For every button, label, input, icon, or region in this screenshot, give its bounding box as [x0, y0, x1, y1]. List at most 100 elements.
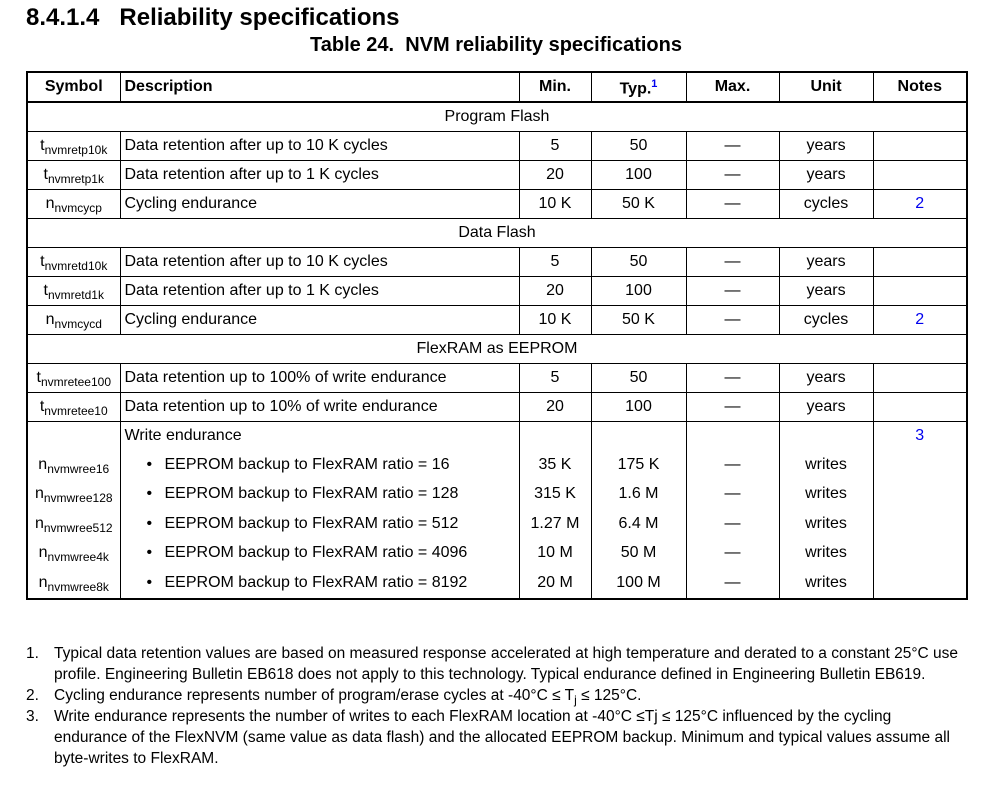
footnote-ref[interactable]: 1	[651, 78, 658, 91]
symbol-cell: nnvmwree512	[26, 509, 121, 539]
symbol-cell: nnvmwree4k	[26, 538, 121, 568]
footnote: 1. Typical data retention values are base…	[26, 645, 959, 683]
unit-cell: years	[778, 276, 874, 306]
bullet-text: EEPROM backup to FlexRAM ratio = 512	[164, 514, 459, 532]
max-cell: —	[685, 247, 780, 277]
table-row: tnvmretp10k Data retention after up to 10…	[26, 131, 968, 161]
table-row: nnvmwree512 • EEPROM backup to FlexRAM rat…	[26, 509, 968, 539]
description-cell: Data retention after up to 1 K cycles	[119, 160, 520, 190]
min-cell: 20	[518, 392, 592, 422]
notes-cell	[872, 568, 968, 600]
max-cell: —	[685, 568, 780, 600]
bullet: •	[146, 544, 153, 562]
col-unit: Unit	[778, 71, 874, 103]
unit-cell: cycles	[778, 189, 874, 219]
symbol-subscript: nvmretp1k	[47, 172, 104, 186]
symbol-base: n	[38, 455, 48, 473]
unit-cell: writes	[778, 479, 874, 509]
typ-cell: 100	[590, 160, 687, 190]
max-cell: —	[685, 479, 780, 509]
symbol-cell: tnvmretd1k	[26, 276, 121, 306]
col-symbol: Symbol	[26, 71, 121, 103]
bullet: •	[146, 573, 153, 591]
symbol-cell	[26, 421, 121, 450]
symbol-subscript: nvmwree16	[47, 461, 110, 476]
symbol-subscript: nvmretp10k	[44, 143, 108, 157]
symbol-base: n	[34, 485, 44, 503]
typ-cell: 50 K	[590, 189, 687, 219]
description-cell: Cycling endurance	[119, 189, 520, 219]
description-cell: • EEPROM backup to FlexRAM ratio = 8192	[119, 568, 520, 600]
typ-cell: 50	[590, 363, 687, 393]
bullet-text: EEPROM backup to FlexRAM ratio = 4096	[164, 544, 468, 562]
bullet: •	[146, 455, 153, 473]
min-cell: 5	[518, 363, 592, 393]
notes-cell[interactable]: 2	[872, 189, 968, 219]
symbol-base: t	[40, 253, 45, 270]
typ-cell: 1.6 M	[590, 479, 687, 509]
notes-cell	[872, 450, 968, 480]
table-row: nnvmcycp Cycling endurance 10 K 50 K — cycles…	[26, 189, 968, 219]
symbol-cell: tnvmretd10k	[26, 247, 121, 277]
symbol-subscript: nvmwree512	[43, 520, 113, 535]
min-cell: 10 K	[518, 305, 592, 335]
symbol-cell: nnvmwree128	[26, 479, 121, 509]
footnote: 3. Write endurance represents the number …	[26, 708, 950, 767]
min-cell: 1.27 M	[518, 509, 592, 539]
nvm-reliability-table: Symbol Description Min. Typ.1 Max. Unit …	[26, 71, 968, 600]
symbol-base: n	[45, 311, 55, 328]
section-title: Program Flash	[26, 101, 968, 132]
symbol-cell: nnvmcycd	[26, 305, 121, 335]
footnote: 2. Cycling endurance represents number of…	[26, 687, 642, 707]
table-row: tnvmretee100 Data retention up to 100% of…	[26, 363, 968, 393]
description-cell: • EEPROM backup to FlexRAM ratio = 4096	[119, 538, 520, 568]
bullet-text: EEPROM backup to FlexRAM ratio = 128	[164, 485, 459, 503]
table-row: nnvmwree8k • EEPROM backup to FlexRAM rati…	[26, 568, 968, 600]
typ-cell: 6.4 M	[590, 509, 687, 539]
description-cell: Data retention up to 100% of write endur…	[119, 363, 520, 393]
unit-cell: years	[778, 131, 874, 161]
col-min: Min.	[518, 71, 592, 103]
typ-cell: 50	[590, 247, 687, 277]
max-cell: —	[685, 160, 780, 190]
symbol-subscript: nvmcycp	[54, 201, 102, 215]
typ-cell: 50 K	[590, 305, 687, 335]
symbol-base: n	[38, 544, 48, 562]
min-cell: 20	[518, 160, 592, 190]
min-cell: 10 M	[518, 538, 592, 568]
section-row: Data Flash	[26, 218, 968, 248]
notes-cell[interactable]: 3	[872, 421, 968, 450]
description-cell: • EEPROM backup to FlexRAM ratio = 128	[119, 479, 520, 509]
description-cell: Data retention after up to 1 K cycles	[119, 276, 520, 306]
table-row: nnvmcycd Cycling endurance 10 K 50 K — cycles…	[26, 305, 968, 335]
empty-cell	[518, 421, 592, 450]
symbol-cell: tnvmretee100	[26, 363, 121, 393]
symbol-cell: nnvmcycp	[26, 189, 121, 219]
unit-cell: years	[778, 160, 874, 190]
typ-cell: 50	[590, 131, 687, 161]
max-cell: —	[685, 363, 780, 393]
max-cell: —	[685, 131, 780, 161]
symbol-base: n	[45, 195, 55, 212]
table-row: tnvmretee10 Data retention up to 10% of w…	[26, 392, 968, 422]
unit-cell: cycles	[778, 305, 874, 335]
symbol-subscript: nvmwree4k	[47, 550, 109, 565]
table-row: tnvmretd10k Data retention after up to 10…	[26, 247, 968, 277]
symbol-base: t	[43, 282, 48, 299]
max-cell: —	[685, 392, 780, 422]
description-cell: • EEPROM backup to FlexRAM ratio = 512	[119, 509, 520, 539]
description-cell: Data retention up to 10% of write endura…	[119, 392, 520, 422]
min-cell: 5	[518, 247, 592, 277]
table-row: nnvmwree16 • EEPROM backup to FlexRAM rati…	[26, 450, 968, 480]
notes-cell[interactable]: 2	[872, 305, 968, 335]
empty-cell	[778, 421, 874, 450]
description-cell: Write endurance	[119, 421, 520, 450]
section-row: FlexRAM as EEPROM	[26, 334, 968, 364]
symbol-cell: tnvmretp10k	[26, 131, 121, 161]
table-row: nnvmwree128 • EEPROM backup to FlexRAM rat…	[26, 479, 968, 509]
footnotes: 1. Typical data retention values are base…	[26, 643, 966, 769]
typ-cell: 100	[590, 276, 687, 306]
typ-cell: 100 M	[590, 568, 687, 600]
symbol-base: t	[39, 398, 45, 415]
col-notes: Notes	[872, 71, 968, 103]
